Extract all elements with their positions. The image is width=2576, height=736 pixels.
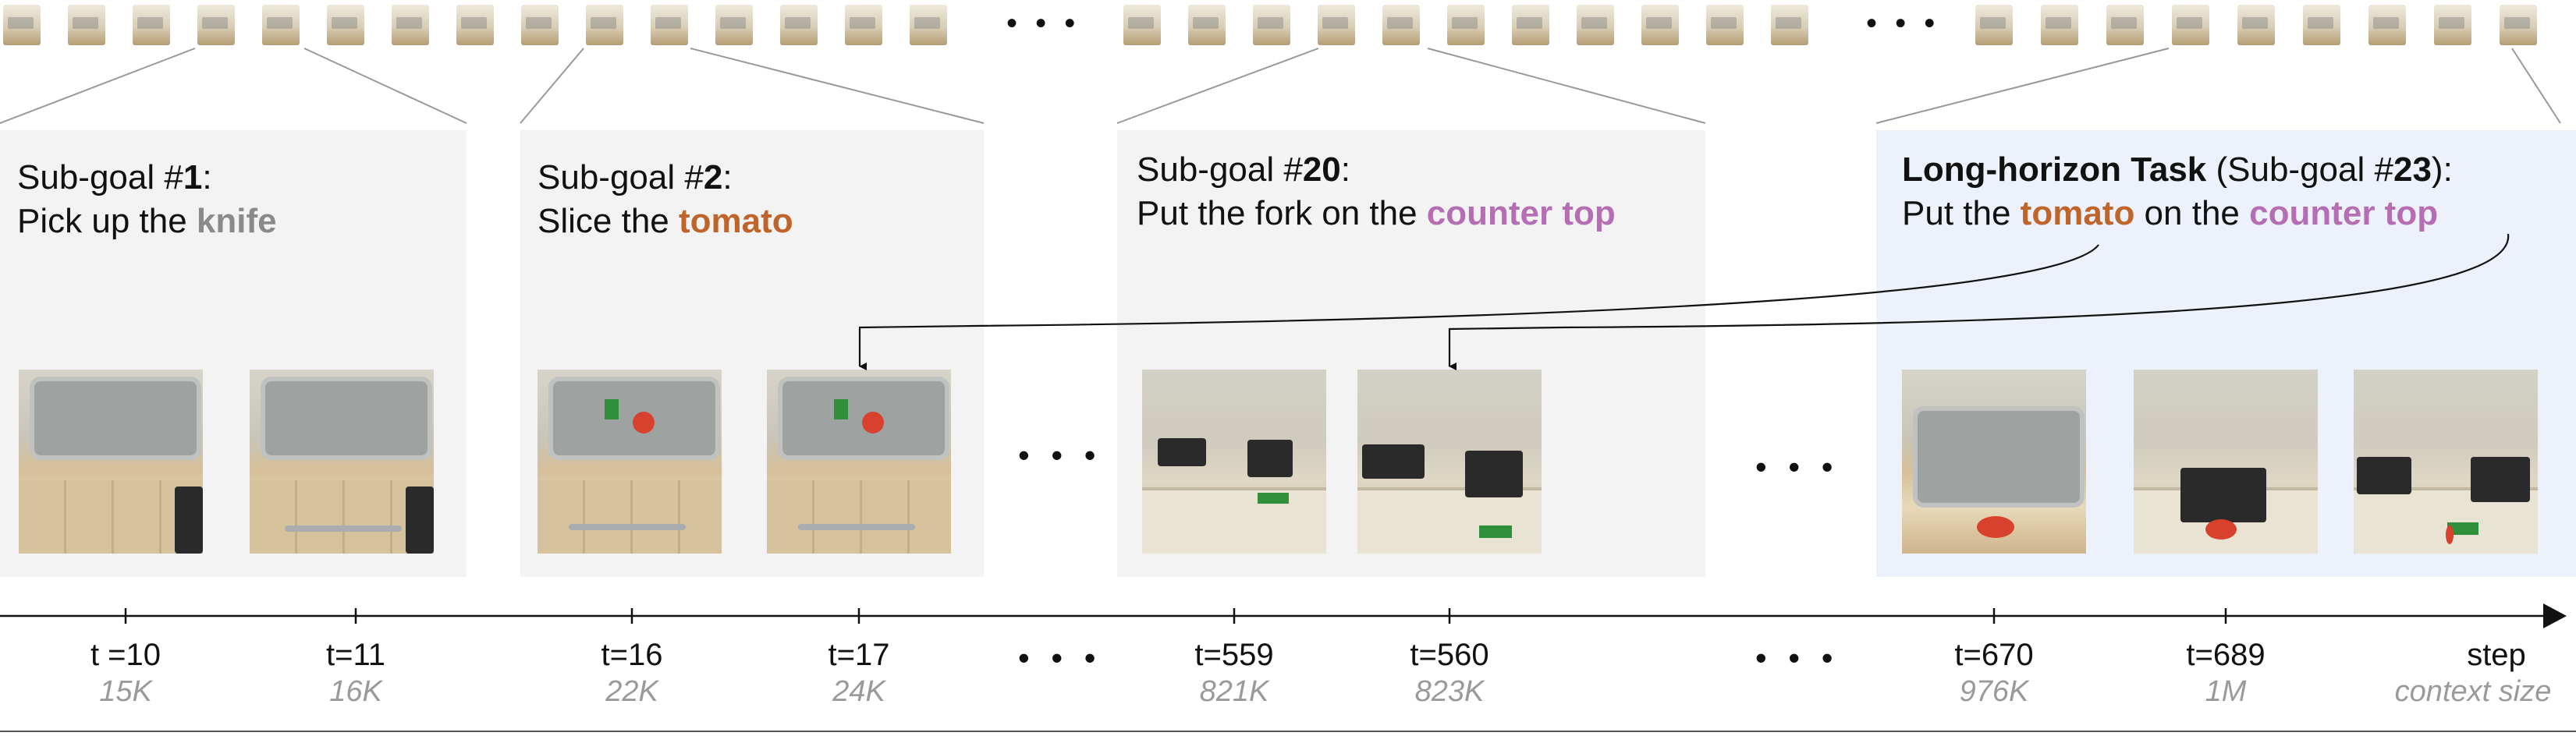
tick-step-label: t=560 bbox=[1410, 638, 1489, 672]
tick-context-label: 16K bbox=[329, 675, 382, 708]
tick-context-label: 22K bbox=[605, 675, 658, 708]
strip-ellipsis-2: • • • bbox=[1866, 6, 1940, 41]
tick-step-label: t =10 bbox=[90, 638, 161, 672]
strip-frame-thumbnail bbox=[1975, 5, 2013, 45]
strip-frame-thumbnail bbox=[392, 5, 429, 45]
tick-context-label: 15K bbox=[99, 675, 152, 708]
strip-frame-thumbnail bbox=[1123, 5, 1161, 45]
strip-frame-thumbnail bbox=[2237, 5, 2275, 45]
tick-step-label: t=16 bbox=[601, 638, 663, 672]
strip-ellipsis-1: • • • bbox=[1006, 6, 1080, 41]
strip-frame-thumbnail bbox=[651, 5, 688, 45]
caption-subgoal-1: Sub-goal #1: Pick up the knife bbox=[17, 158, 277, 240]
strip-frame-thumbnail bbox=[68, 5, 105, 45]
object-counter-top: counter top bbox=[1426, 194, 1616, 232]
ellipsis-axis-2: • • • bbox=[1755, 639, 1840, 676]
zoom-lines bbox=[0, 48, 2561, 124]
object-knife: knife bbox=[196, 202, 277, 240]
object-tomato: tomato bbox=[678, 202, 793, 240]
frame-image-t559 bbox=[1142, 370, 1326, 554]
caption-subgoal-20: Sub-goal #20: Put the fork on the counte… bbox=[1137, 150, 1616, 232]
strip-frame-thumbnail bbox=[910, 5, 947, 45]
strip-frame-thumbnail bbox=[1706, 5, 1744, 45]
strip-frame-thumbnail bbox=[2172, 5, 2209, 45]
ellipsis-axis-1: • • • bbox=[1018, 639, 1102, 676]
strip-frame-thumbnail bbox=[262, 5, 300, 45]
strip-frame-thumbnail bbox=[2368, 5, 2406, 45]
strip-frame-thumbnail bbox=[327, 5, 364, 45]
tick-context-label: 24K bbox=[832, 675, 885, 708]
axis-label-context-size: context size bbox=[2394, 675, 2552, 708]
strip-frame-thumbnail bbox=[1253, 5, 1290, 45]
tick-step-label: t=559 bbox=[1194, 638, 1274, 672]
tick-step-label: t=670 bbox=[1954, 638, 2034, 672]
tick-context-label: 823K bbox=[1414, 675, 1485, 708]
strip-frame-thumbnail bbox=[1447, 5, 1485, 45]
frame-image-t670 bbox=[1902, 370, 2086, 554]
object-tomato: tomato bbox=[2020, 194, 2135, 232]
strip-frame-thumbnail bbox=[456, 5, 494, 45]
strip-frame-thumbnail bbox=[780, 5, 818, 45]
strip-frame-thumbnail bbox=[1318, 5, 1355, 45]
tick-context-label: 821K bbox=[1199, 675, 1269, 708]
strip-frame-thumbnail bbox=[521, 5, 559, 45]
strip-frame-thumbnail bbox=[1577, 5, 1614, 45]
strip-frame-thumbnail bbox=[1188, 5, 1226, 45]
tick-step-label: t=11 bbox=[326, 638, 385, 672]
strip-frame-thumbnail bbox=[2434, 5, 2471, 45]
tick-step-label: t=689 bbox=[2186, 638, 2266, 672]
strip-frame-thumbnail bbox=[2106, 5, 2144, 45]
timeline-ticks bbox=[124, 608, 2227, 624]
strip-frame-thumbnail bbox=[197, 5, 235, 45]
caption-long-horizon: Long-horizon Task (Sub-goal #23): Put th… bbox=[1902, 150, 2453, 232]
ellipsis-mid-2: • • • bbox=[1755, 448, 1840, 485]
strip-frame-thumbnail bbox=[1512, 5, 1549, 45]
strip-frame-thumbnail bbox=[2041, 5, 2078, 45]
strip-frame-thumbnail bbox=[2303, 5, 2340, 45]
axis-label-step: step bbox=[2467, 638, 2526, 672]
strip-frame-thumbnail bbox=[3, 5, 41, 45]
frame-image-t689 bbox=[2134, 370, 2318, 554]
strip-frame-thumbnail bbox=[1771, 5, 1808, 45]
arrow-counter-ref bbox=[1448, 233, 2510, 370]
object-counter-top: counter top bbox=[2249, 194, 2439, 232]
tick-context-label: 1M bbox=[2205, 675, 2247, 708]
strip-frame-thumbnail bbox=[1382, 5, 1420, 45]
frame-image-t16 bbox=[538, 370, 722, 554]
frame-image-t11 bbox=[250, 370, 434, 554]
strip-frame-thumbnail bbox=[1641, 5, 1679, 45]
ellipsis-mid-1: • • • bbox=[1018, 437, 1102, 473]
strip-frame-thumbnail bbox=[845, 5, 882, 45]
arrow-tomato-ref bbox=[858, 244, 2099, 370]
frame-image-final bbox=[2354, 370, 2538, 554]
strip-frame-thumbnail bbox=[133, 5, 170, 45]
frame-image-t17 bbox=[767, 370, 951, 554]
strip-frame-thumbnail bbox=[2500, 5, 2537, 45]
frame-image-t560 bbox=[1357, 370, 1542, 554]
tick-step-label: t=17 bbox=[828, 638, 890, 672]
tick-context-label: 976K bbox=[1959, 675, 2029, 708]
strip-frame-thumbnail bbox=[715, 5, 753, 45]
strip-frame-thumbnail bbox=[586, 5, 623, 45]
caption-subgoal-2: Sub-goal #2: Slice the tomato bbox=[538, 158, 793, 240]
frame-image-t10 bbox=[19, 370, 203, 554]
